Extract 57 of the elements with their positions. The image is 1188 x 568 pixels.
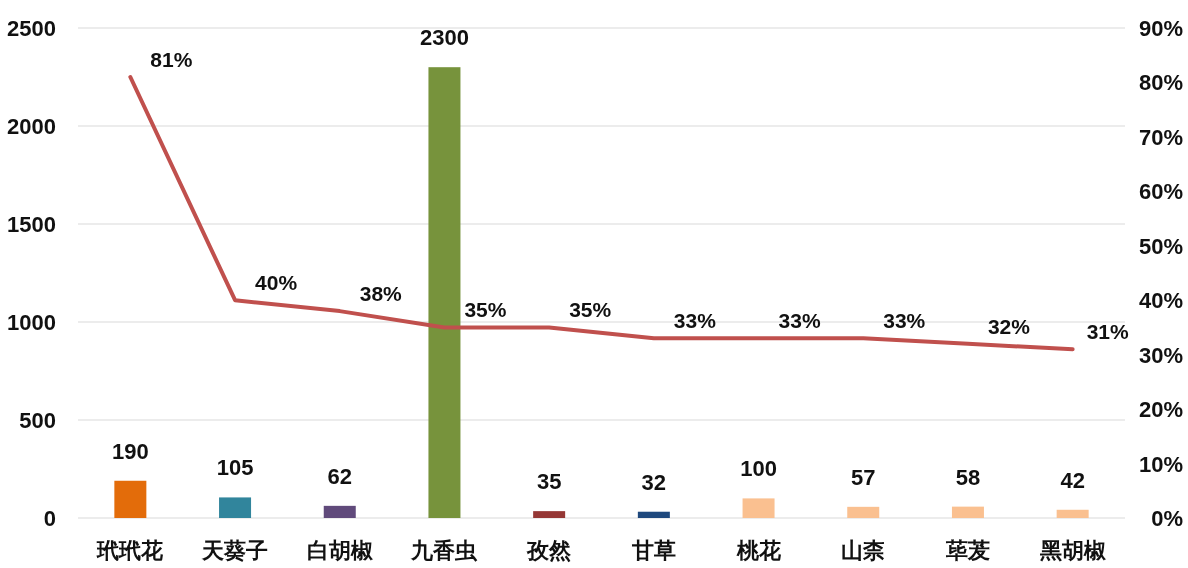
y2-tick-label: 10%: [1138, 451, 1183, 477]
y-tick-label: 1500: [7, 212, 56, 237]
x-tick-label: 山柰: [841, 538, 886, 563]
data-label: 35%: [569, 298, 612, 322]
data-label: 62: [327, 463, 352, 489]
y2-tick-label: 40%: [1138, 288, 1183, 314]
x-tick-label: 孜然: [526, 538, 573, 563]
y2-tick-label: 30%: [1138, 342, 1183, 368]
y2-tick-label: 50%: [1138, 233, 1183, 259]
data-label: 32: [641, 469, 667, 495]
data-label: 33%: [883, 309, 926, 333]
bar: [742, 498, 775, 518]
x-tick-label: 桃花: [735, 538, 782, 563]
bar: [428, 67, 461, 518]
data-label: 40%: [255, 271, 298, 295]
data-label: 33%: [778, 309, 821, 333]
y-tick-label: 2000: [7, 114, 56, 139]
data-label: 35: [536, 469, 562, 495]
data-label: 190: [111, 438, 149, 464]
data-label: 58: [955, 464, 981, 490]
y-tick-label: 2500: [7, 16, 56, 41]
y2-tick-label: 70%: [1138, 124, 1183, 150]
x-tick-label: 玳玳花: [96, 538, 165, 563]
data-label: 2300: [419, 25, 469, 51]
y2-tick-label: 90%: [1138, 16, 1183, 41]
x-tick-label: 九香虫: [410, 538, 479, 563]
y-tick-label: 1000: [7, 310, 56, 335]
data-label: 32%: [987, 314, 1031, 338]
x-tick-label: 甘草: [630, 538, 676, 563]
y-tick-label: 500: [19, 408, 56, 433]
data-label: 33%: [673, 309, 717, 333]
bar: [1056, 509, 1089, 518]
data-label: 57: [851, 464, 876, 490]
data-label: 42: [1060, 467, 1085, 493]
x-tick-label: 荜茇: [944, 538, 990, 563]
line-series: [128, 75, 1075, 352]
x-tick-label: 白胡椒: [306, 538, 374, 563]
bar: [847, 506, 880, 518]
y2-tick-label: 60%: [1138, 179, 1183, 205]
bar: [114, 480, 147, 518]
y-tick-label: 0: [43, 506, 56, 531]
bar: [323, 505, 356, 518]
y2-tick-label: 20%: [1138, 397, 1183, 423]
data-label: 35%: [464, 298, 507, 322]
bar: [951, 506, 984, 518]
y2-tick-label: 80%: [1138, 70, 1183, 96]
data-label: 105: [216, 455, 254, 481]
bar: [637, 511, 670, 518]
bar: [533, 511, 566, 518]
data-label: 38%: [359, 282, 403, 306]
x-tick-label: 黑胡椒: [1038, 538, 1107, 563]
y2-tick-label: 0%: [1151, 506, 1183, 531]
x-tick-label: 天葵子: [201, 538, 269, 563]
data-label: 31%: [1086, 320, 1130, 344]
data-label: 81%: [150, 48, 193, 71]
bar: [219, 497, 252, 518]
data-label: 100: [740, 456, 777, 482]
